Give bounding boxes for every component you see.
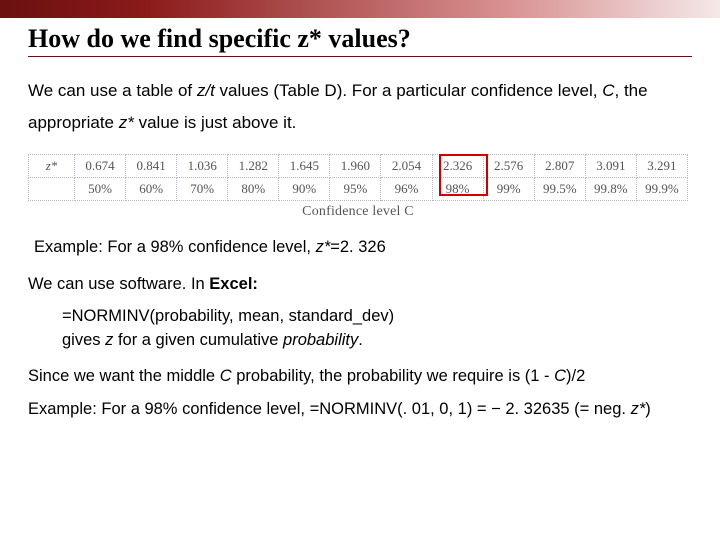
ex2-a: Example: For a 98% confidence level, =NO…	[28, 400, 631, 418]
intro-b: values (Table D). For a particular confi…	[215, 81, 602, 100]
z-cell: 1.036	[177, 154, 228, 177]
f2-a: gives	[62, 331, 105, 349]
mid-e: )/2	[566, 367, 585, 385]
example-2: Example: For a 98% confidence level, =NO…	[28, 400, 692, 419]
middle-prob-line: Since we want the middle C probability, …	[28, 367, 692, 386]
conf-row: 50% 60% 70% 80% 90% 95% 96% 98% 99% 99.5…	[29, 177, 688, 200]
intro-a: We can use a table of	[28, 81, 197, 100]
table-caption: Confidence level C	[28, 201, 688, 220]
z-cell: 1.645	[279, 154, 330, 177]
conf-cell: 90%	[279, 177, 330, 200]
z-cell: 1.282	[228, 154, 279, 177]
title-text-a: How do we find specific z* values?	[28, 24, 411, 53]
mid-b: C	[220, 367, 232, 385]
title-underline	[28, 56, 692, 57]
intro-zt: z/t	[197, 81, 215, 100]
ex1-b: z*	[316, 238, 331, 256]
f2-c: for a given cumulative	[113, 331, 283, 349]
ex2-c: )	[645, 400, 651, 418]
soft-b: Excel:	[209, 275, 258, 293]
slide-content: How do we find specific z* values? We ca…	[0, 18, 720, 419]
conf-cell: 99%	[483, 177, 534, 200]
intro-C: C	[602, 81, 614, 100]
example-1: Example: For a 98% confidence level, z*=…	[34, 238, 692, 257]
z-row-header: z*	[29, 154, 75, 177]
conf-cell: 99.9%	[636, 177, 687, 200]
z-table: z* 0.674 0.841 1.036 1.282 1.645 1.960 2…	[28, 154, 688, 201]
mid-a: Since we want the middle	[28, 367, 220, 385]
conf-cell: 50%	[75, 177, 126, 200]
page-title: How do we find specific z* values?	[28, 24, 692, 54]
conf-cell: 60%	[126, 177, 177, 200]
z-table-wrap: z* 0.674 0.841 1.036 1.282 1.645 1.960 2…	[28, 154, 688, 220]
formula-line-2: gives z for a given cumulative probabili…	[62, 328, 692, 353]
conf-cell: 80%	[228, 177, 279, 200]
z-cell: 2.054	[381, 154, 432, 177]
conf-cell: 70%	[177, 177, 228, 200]
formula-line-1: =NORMINV(probability, mean, standard_dev…	[62, 304, 692, 329]
conf-row-header	[29, 177, 75, 200]
soft-a: We can use software. In	[28, 275, 209, 293]
z-cell: 2.807	[534, 154, 585, 177]
ex1-c: =2. 326	[330, 238, 386, 256]
conf-cell: 99.5%	[534, 177, 585, 200]
excel-formula-block: =NORMINV(probability, mean, standard_dev…	[62, 304, 692, 354]
intro-zstar: z*	[119, 113, 134, 132]
f2-e: .	[358, 331, 363, 349]
header-gradient-bar	[0, 0, 720, 18]
z-row: z* 0.674 0.841 1.036 1.282 1.645 1.960 2…	[29, 154, 688, 177]
software-line: We can use software. In Excel:	[28, 275, 692, 294]
conf-cell: 99.8%	[585, 177, 636, 200]
mid-c: probability, the probability we require …	[232, 367, 555, 385]
mid-d: C	[554, 367, 566, 385]
z-cell: 2.576	[483, 154, 534, 177]
z-cell: 3.091	[585, 154, 636, 177]
z-cell: 2.326	[432, 154, 483, 177]
intro-d: value is just above it.	[134, 113, 297, 132]
conf-cell: 98%	[432, 177, 483, 200]
conf-cell: 95%	[330, 177, 381, 200]
f2-d: probability	[283, 331, 358, 349]
z-cell: 3.291	[636, 154, 687, 177]
z-cell: 1.960	[330, 154, 381, 177]
z-cell: 0.674	[75, 154, 126, 177]
intro-paragraph: We can use a table of z/t values (Table …	[28, 75, 692, 140]
z-cell: 0.841	[126, 154, 177, 177]
ex1-a: Example: For a 98% confidence level,	[34, 238, 316, 256]
ex2-b: z*	[631, 400, 646, 418]
conf-cell: 96%	[381, 177, 432, 200]
